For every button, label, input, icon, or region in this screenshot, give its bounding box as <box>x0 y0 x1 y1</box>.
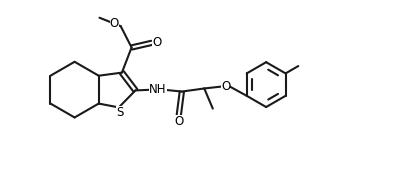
Text: O: O <box>221 80 230 93</box>
Text: O: O <box>153 36 162 49</box>
Text: O: O <box>109 17 119 30</box>
Text: NH: NH <box>149 83 167 96</box>
Text: S: S <box>116 106 123 119</box>
Text: O: O <box>174 115 183 128</box>
